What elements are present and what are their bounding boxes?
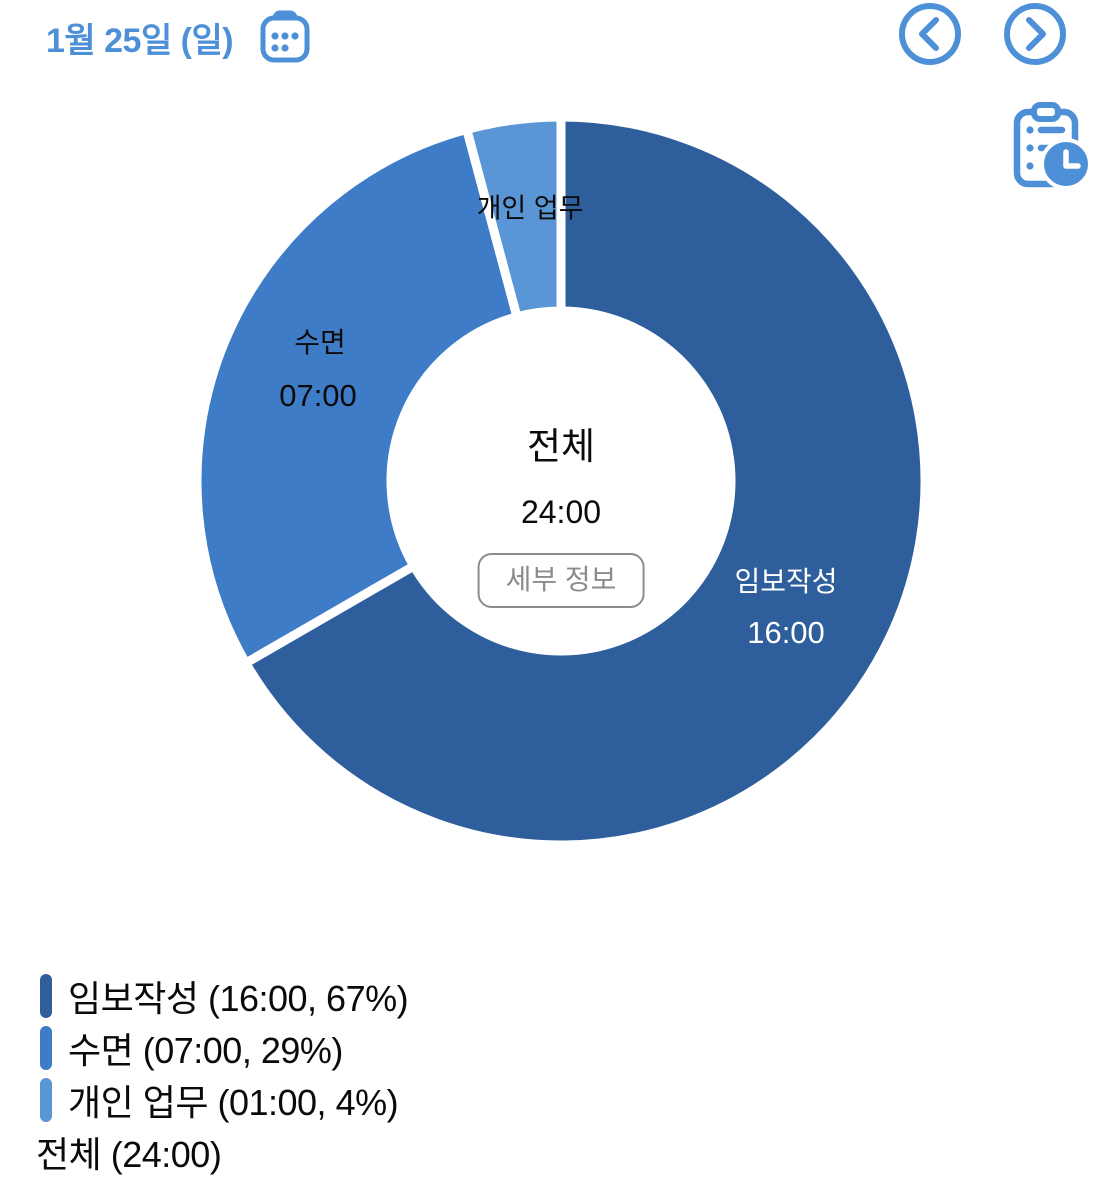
legend-total: 전체 (24:00): [36, 1134, 222, 1175]
legend-item: 수면 (07:00, 29%): [36, 1022, 408, 1074]
legend-label: 수면 (07:00, 29%): [68, 1030, 343, 1071]
legend-marker: [40, 1026, 52, 1070]
prev-day-button[interactable]: [898, 2, 962, 66]
chart-legend: 임보작성 (16:00, 67%) 수면 (07:00, 29%) 개인 업무 …: [36, 970, 409, 1178]
chart-center-title: 전체: [526, 426, 596, 467]
donut-segment-1[interactable]: [241, 112, 930, 850]
clipboard-clock-icon[interactable]: [1008, 102, 1094, 199]
legend-label: 개인 업무 (01:00, 4%): [68, 1082, 399, 1123]
detail-info-button[interactable]: 세부 정보: [477, 553, 645, 608]
chevron-left-icon: [899, 3, 961, 65]
legend-item: 임보작성 (16:00, 67%): [36, 970, 409, 1022]
chart-center: 전체 24:00 세부 정보: [477, 416, 645, 608]
calendar-icon[interactable]: [259, 10, 311, 64]
donut-segment-2[interactable]: [192, 124, 522, 668]
chevron-right-icon: [1004, 3, 1066, 65]
legend-marker: [40, 974, 52, 1018]
legend-label: 임보작성 (16:00, 67%): [68, 978, 409, 1019]
date-label[interactable]: 1월 25일 (일): [46, 21, 234, 60]
next-day-button[interactable]: [1003, 2, 1067, 66]
legend-item: 개인 업무 (01:00, 4%): [36, 1074, 408, 1126]
donut-segment-3[interactable]: [462, 112, 566, 322]
date-header: 1월 25일 (일): [46, 10, 311, 64]
donut-chart: [192, 112, 930, 850]
chart-center-total: 24:00: [520, 494, 602, 530]
legend-marker: [40, 1078, 52, 1122]
